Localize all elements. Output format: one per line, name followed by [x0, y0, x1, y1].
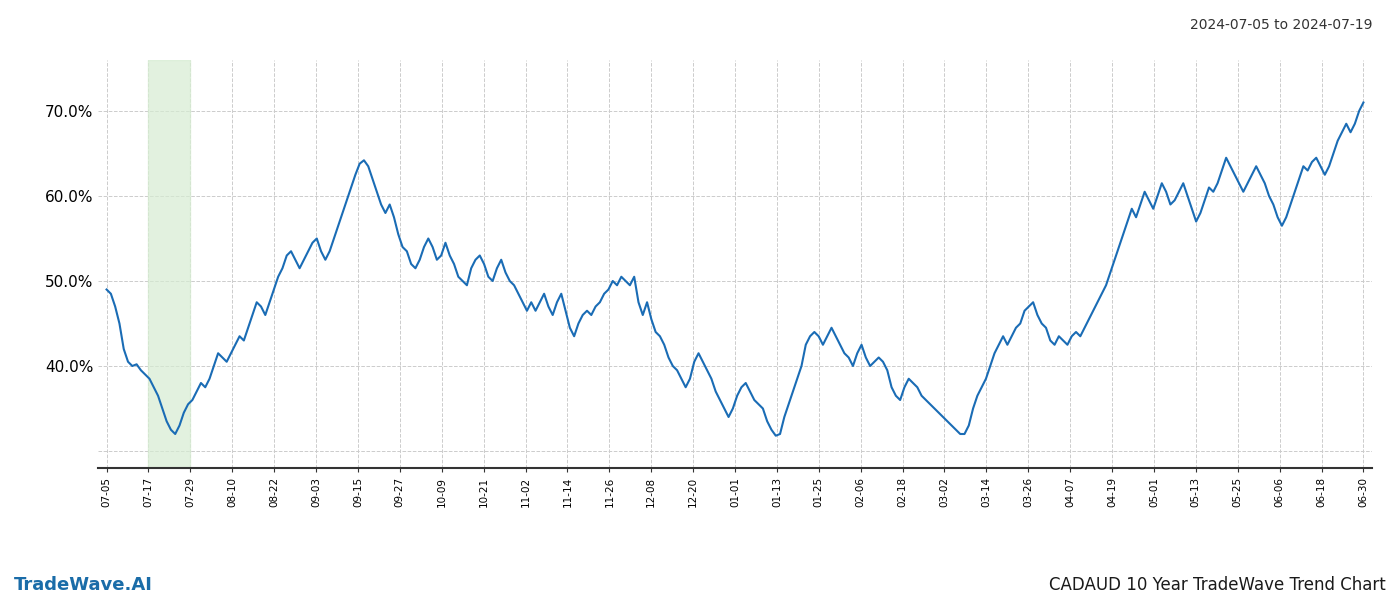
Text: 2024-07-05 to 2024-07-19: 2024-07-05 to 2024-07-19 [1190, 18, 1372, 32]
Text: CADAUD 10 Year TradeWave Trend Chart: CADAUD 10 Year TradeWave Trend Chart [1049, 576, 1386, 594]
Bar [148, 60, 190, 468]
Text: TradeWave.AI: TradeWave.AI [14, 576, 153, 594]
